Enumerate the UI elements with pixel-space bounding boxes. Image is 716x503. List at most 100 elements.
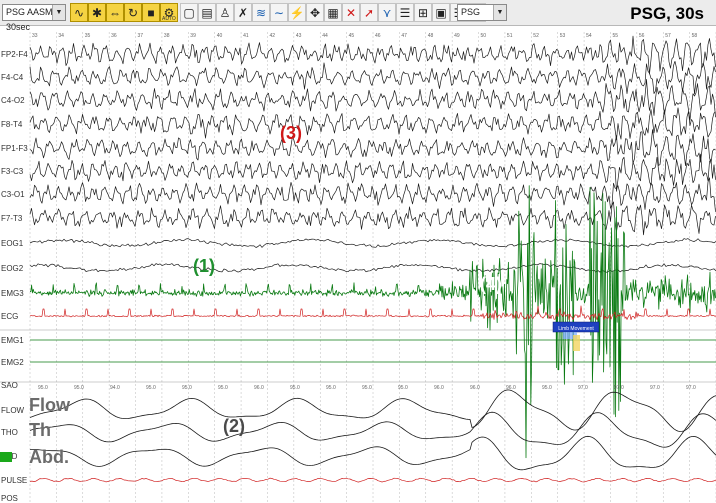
sao-value: 97.0 [614,385,624,391]
toolbar-button[interactable]: ⇔ [106,3,124,22]
arrows-in-icon: ⇔ [109,5,121,20]
toolbar-button[interactable]: ∿ [70,3,88,22]
time-tick-label: 43 [296,33,302,39]
channel-label: FLOW [1,406,25,415]
toolbar-button[interactable]: ✗ [234,3,252,22]
sao-value: 95.0 [182,385,192,391]
time-tick-label: 49 [454,33,460,39]
sao-value: 96.0 [254,385,264,391]
view-select-value: PSG [461,7,481,17]
spike-icon: ⚡ [289,5,305,20]
time-tick-label: 36 [111,33,117,39]
time-tick-label: 40 [217,33,223,39]
channel-label: EOG1 [1,239,24,248]
sao-value: 95.0 [146,385,156,391]
time-tick-label: 45 [349,33,355,39]
toolbar-button[interactable]: ⋎ [378,3,396,22]
channel-label: EMG2 [1,358,24,367]
stage-icon: ▤ [201,5,213,20]
channel-label: POS [1,494,18,503]
toolbar-button[interactable]: ■ [142,3,160,22]
toolbar-button[interactable]: ∼ [270,3,288,22]
channel-label: F3-C3 [1,167,24,176]
close-red-icon: ✕ [345,5,357,20]
toolbar-button[interactable]: ▦ [324,3,342,22]
time-tick-label: 50 [481,33,487,39]
toolbar-button[interactable]: ✱ [88,3,106,22]
channel-label: PULSE [1,476,27,485]
time-tick-label: 34 [58,33,64,39]
toolbar-button-label: AUTO [162,16,176,22]
channel-label: EMG3 [1,289,24,298]
sao-value: 95.0 [398,385,408,391]
sao-value: 94.0 [110,385,120,391]
chevron-down-icon: ▼ [52,5,65,20]
eeg-trace-8 [29,201,716,236]
toolbar-button[interactable]: ↻ [124,3,142,22]
toolbar-button[interactable]: ▣ [432,3,450,22]
stop-icon: ■ [147,5,155,20]
time-tick-label: 47 [401,33,407,39]
channel-label: C4-O2 [1,96,25,105]
eeg-trace-6 [29,153,716,192]
montage-select[interactable]: PSG AASM 30sec ▼ [2,4,66,32]
time-tick-label: 58 [692,33,698,39]
toolbar-button[interactable]: ✥ [306,3,324,22]
delete-event-icon: ✗ [237,5,249,20]
eeg-trace-4 [29,107,716,141]
event-box[interactable]: Limb Movement [552,321,600,351]
annotation-2: (2) [223,416,245,436]
time-tick-label: 37 [138,33,144,39]
eeg-trace-1 [29,35,716,75]
emg3-trace [29,185,716,459]
time-tick-label: 39 [190,33,196,39]
channel-label: F8-T4 [1,120,23,129]
toolbar-button[interactable]: ⊞ [414,3,432,22]
monitor-icon: ▣ [435,5,447,20]
resp-trace-16 [29,411,716,448]
montage-icon: ⋎ [382,5,392,20]
eeg-trace-7 [29,177,716,212]
channel-label: F7-T3 [1,214,23,223]
event-box-label: Limb Movement [558,326,594,332]
channel-label: ECG [1,312,18,321]
toolbar-button[interactable]: ≋ [252,3,270,22]
toolbar-button[interactable]: ▤ [198,3,216,22]
pulse-trace [29,477,716,483]
toolbar-button[interactable]: ♙ [216,3,234,22]
annotation-4: (4) [480,274,502,294]
annotation-3: (3) [280,123,302,143]
time-tick-label: 46 [375,33,381,39]
eog-trace-1 [29,238,716,248]
sao-value: 96.0 [506,385,516,391]
channel-label: C3-O1 [1,190,25,199]
time-grid [0,32,716,503]
channel-label: THO [1,428,18,437]
time-tick-label: 33 [32,33,38,39]
channel-label: EOG2 [1,264,24,273]
sao-value: 97.0 [578,385,588,391]
sao-value: 95.0 [290,385,300,391]
toolbar-button[interactable]: ⚡ [288,3,306,22]
flow-big-label: Flow [29,395,71,415]
time-tick-label: 55 [612,33,618,39]
toolbar-button[interactable]: ☰ [396,3,414,22]
abd-big-label: Abd. [29,447,69,467]
resp-trace-15 [29,389,716,432]
sao-values: 95.0 95.0 94.0 95.0 95.0 95.0 96.0 95.0 95.0 95.0… [38,385,696,391]
toolbar-button[interactable]: ➚ [360,3,378,22]
sao-value: 95.0 [362,385,372,391]
sao-value: 95.0 [38,385,48,391]
toolbar-button[interactable]: ⚙ AUTO [160,3,178,22]
sao-value: 97.0 [686,385,696,391]
time-tick-label: 56 [639,33,645,39]
eeg-trace-5 [29,129,716,167]
auto-score-icon: ⚙ [163,5,175,20]
toolbar-button[interactable]: ✕ [342,3,360,22]
signal-traces [29,35,716,483]
channel-label: SAO [1,381,18,390]
toolbar-button[interactable]: ▢ [180,3,198,22]
view-select[interactable]: PSG ▼ [457,4,507,21]
chart-icon: ▦ [327,5,339,20]
time-tick-labels: 33 34 35 36 37 38 39 40 41 42 43 44 45 46 47 48 49 50 51 52… [32,33,698,39]
